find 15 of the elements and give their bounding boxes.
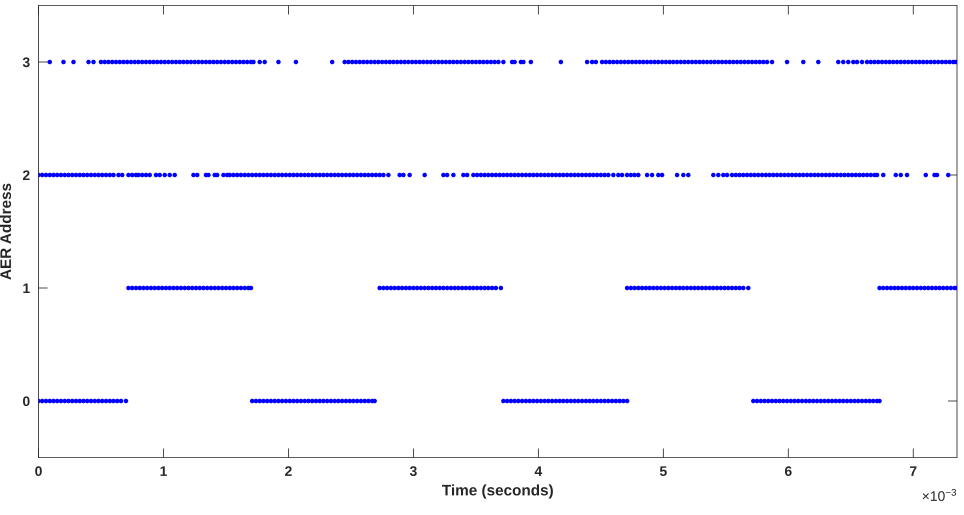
- y-tick-label: 1: [23, 283, 30, 294]
- y-axis-title: AER Address: [0, 184, 12, 280]
- x-tick-label: 3: [410, 466, 417, 476]
- x-tick-label: 2: [285, 466, 292, 476]
- x-tick-label: 5: [660, 466, 667, 476]
- x-axis-title: Time (seconds): [442, 484, 553, 499]
- x-tick-label: 4: [534, 466, 542, 476]
- x-tick-label: 1: [160, 466, 167, 476]
- text: ×10$^{−3}$: [922, 488, 956, 501]
- x-tick-label: 6: [784, 466, 792, 476]
- y-tick-label: 0: [22, 396, 30, 406]
- y-tick-label: 2: [22, 170, 30, 180]
- x-tick-label: 0: [35, 466, 42, 476]
- x-tick-label: 7: [910, 466, 917, 476]
- y-tick-label: 3: [22, 57, 30, 68]
